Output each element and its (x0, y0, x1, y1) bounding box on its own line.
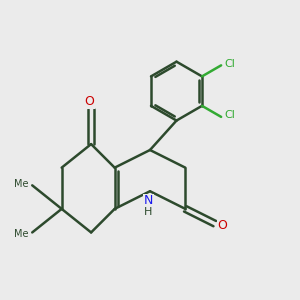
Text: N: N (144, 194, 153, 207)
Text: Me: Me (14, 179, 28, 189)
Text: Cl: Cl (224, 59, 235, 69)
Text: H: H (144, 207, 153, 218)
Text: O: O (85, 95, 94, 108)
Text: O: O (217, 219, 227, 232)
Text: Me: Me (14, 229, 28, 239)
Text: Cl: Cl (224, 110, 235, 120)
